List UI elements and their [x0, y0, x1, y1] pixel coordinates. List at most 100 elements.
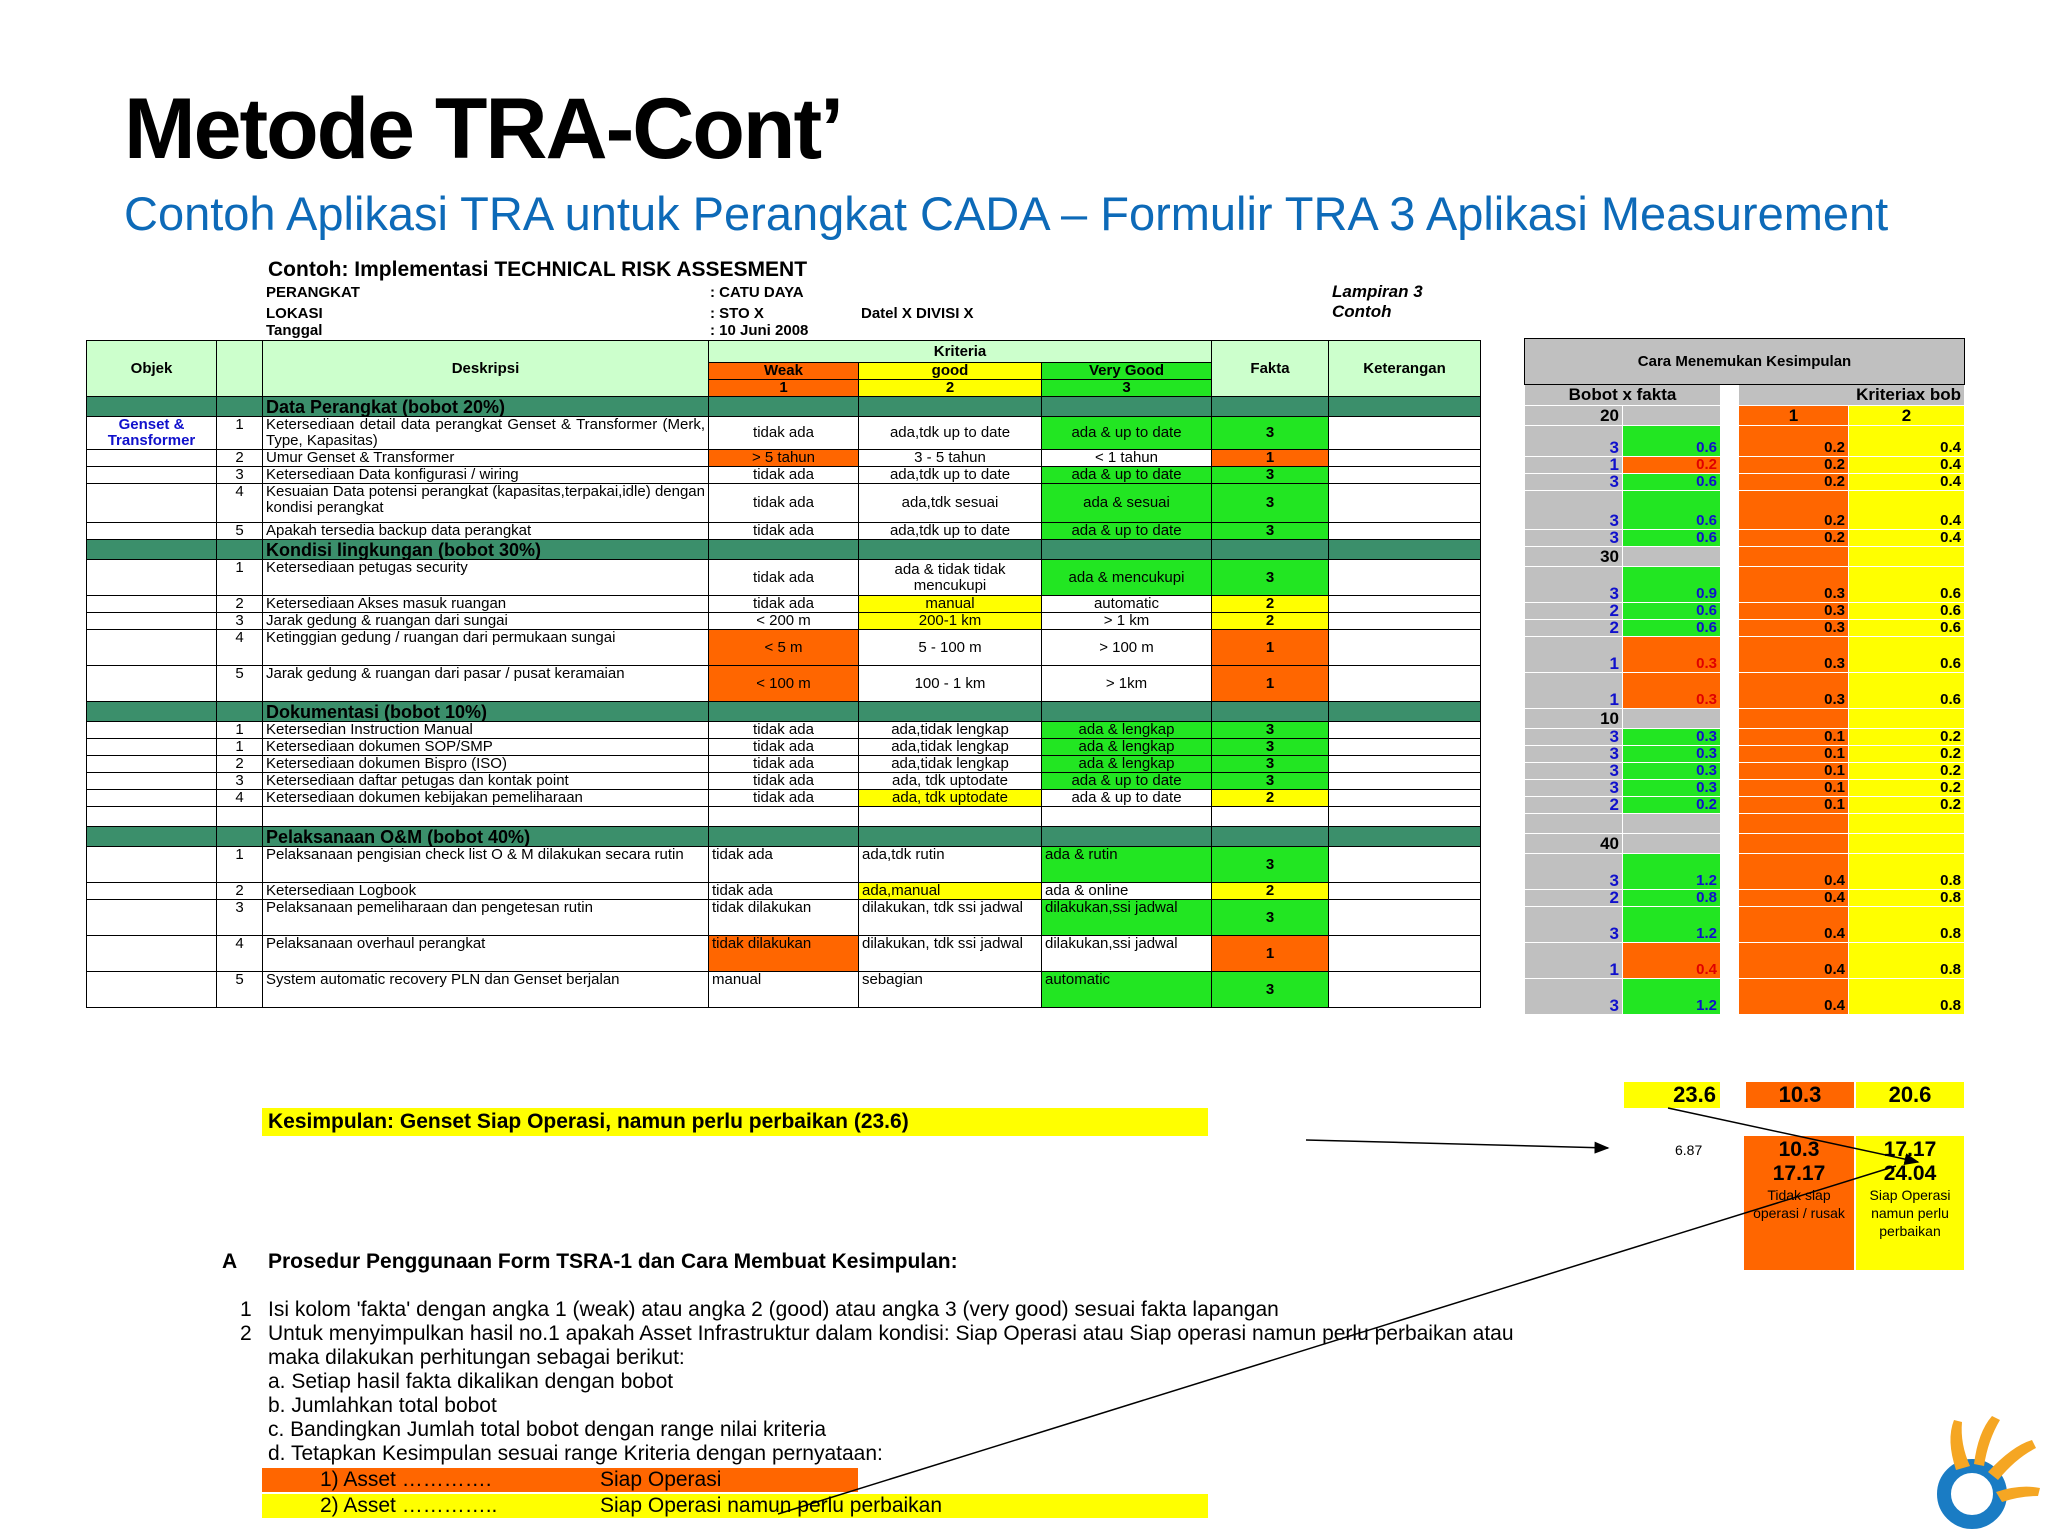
criteria-very-good: ada & lengkap: [1041, 721, 1212, 739]
section-title: Dokumentasi (bobot 10%): [262, 701, 709, 722]
criteria-weak: tidak ada: [708, 416, 859, 450]
table-row: 3 Jarak gedung & ruangan dari sungai < 200…: [86, 612, 1481, 630]
procedure-letter: A: [222, 1250, 238, 1273]
side-bobot-fakta: 0.3: [1622, 636, 1721, 673]
side-fakta: 3: [1524, 425, 1623, 457]
side-bobot-row: 20 1 2: [1524, 405, 1966, 426]
side-kriteria-2: 0.8: [1847, 906, 1966, 943]
criteria-weak: < 100 m: [708, 665, 859, 702]
row-description: Ketersediaan dokumen Bispro (ISO): [262, 755, 709, 773]
criteria-good: 100 - 1 km: [858, 665, 1042, 702]
side-kriteria-1: 0.3: [1738, 636, 1849, 673]
header-deskripsi: Deskripsi: [262, 340, 709, 397]
side-bobot: 30: [1524, 546, 1623, 567]
table-row: 5 Apakah tersedia backup data perangkat ti…: [86, 522, 1481, 540]
side-bobot-fakta: 0.6: [1622, 425, 1721, 457]
side-bobot-fakta: 0.3: [1622, 728, 1721, 746]
criteria-weak: tidak dilakukan: [708, 935, 859, 972]
table-row: 1 Ketersediaan dokumen SOP/SMP tidak ada ad…: [86, 738, 1481, 756]
side-kriteria-2: 0.6: [1847, 602, 1966, 620]
spacer-row: [86, 806, 1481, 827]
fakta-value: 1: [1211, 629, 1329, 666]
row-number: 4: [216, 935, 263, 972]
side-fakta: 1: [1524, 672, 1623, 709]
side-fakta: 3: [1524, 566, 1623, 603]
criteria-weak: tidak dilakukan: [708, 899, 859, 936]
range-low-value: 6.87: [1675, 1142, 1703, 1158]
side-kriteria-1: 0.1: [1738, 728, 1849, 746]
fakta-value: 2: [1211, 612, 1329, 630]
procedure-step-b: b. Jumlahkan total bobot: [268, 1394, 497, 1417]
table-row: 1 Ketersediaan petugas security tidak ada a…: [86, 559, 1481, 596]
side-kriteria-2: 0.6: [1847, 636, 1966, 673]
row-description: Ketersediaan detail data perangkat Gense…: [262, 416, 709, 450]
objek-value: Genset & Transformer: [86, 416, 217, 450]
procedure-step-a: a. Setiap hasil fakta dikalikan dengan b…: [268, 1370, 674, 1393]
row-description: Apakah tersedia backup data perangkat: [262, 522, 709, 540]
criteria-good: ada,tidak lengkap: [858, 755, 1042, 773]
keterangan-cell: [1328, 416, 1481, 450]
side-kriteria-2: 0.2: [1847, 779, 1966, 797]
side-fakta: 3: [1524, 745, 1623, 763]
keterangan-cell: [1328, 971, 1481, 1008]
document-title: Contoh: Implementasi TECHNICAL RISK ASSE…: [268, 258, 808, 281]
criteria-weak: tidak ada: [708, 483, 859, 523]
criteria-good: ada, tdk uptodate: [858, 789, 1042, 807]
row-description: Pelaksanaan overhaul perangkat: [262, 935, 709, 972]
table-row: Genset & Transformer 1 Ketersediaan detail…: [86, 416, 1481, 450]
section-objek-cell: [86, 539, 217, 560]
total-bobot: 23.6: [1624, 1082, 1720, 1108]
side-kriteria-2: 0.4: [1847, 425, 1966, 457]
row-number: 5: [216, 971, 263, 1008]
criteria-very-good: ada & mencukupi: [1041, 559, 1212, 596]
row-description: Ketinggian gedung / ruangan dari permuka…: [262, 629, 709, 666]
table-row: 3 Pelaksanaan pemeliharaan dan pengetesan…: [86, 899, 1481, 936]
section-row: Pelaksanaan O&M (bobot 40%): [86, 826, 1481, 847]
range-2-label: Siap Operasi namun perlu perbaikan: [1869, 1187, 1951, 1239]
section-fill-cell: [1211, 826, 1329, 847]
row-number: 1: [216, 559, 263, 596]
header-score-3: 3: [1041, 379, 1212, 397]
side-fakta: 2: [1524, 602, 1623, 620]
row-description: Pelaksanaan pemeliharaan dan pengetesan …: [262, 899, 709, 936]
side-row: 3 0.6 0.2 0.4: [1524, 529, 1966, 547]
total-kriteria-2: 20.6: [1856, 1082, 1964, 1108]
criteria-good: ada,tdk up to date: [858, 522, 1042, 540]
section-title: Data Perangkat (bobot 20%): [262, 396, 709, 417]
side-row: 3 0.9 0.3 0.6: [1524, 566, 1966, 603]
table-row: 2 Ketersediaan Akses masuk ruangan tidak a…: [86, 595, 1481, 613]
side-bobot-fakta: 1.2: [1622, 978, 1721, 1015]
criteria-good: 3 - 5 tahun: [858, 449, 1042, 467]
section-objek-cell: [86, 826, 217, 847]
header-good: good: [858, 362, 1042, 380]
keterangan-cell: [1328, 483, 1481, 523]
criteria-very-good: ada & rutin: [1041, 846, 1212, 883]
option-1-label: 1) Asset ………….: [320, 1468, 492, 1491]
side-bobot-fakta: 0.3: [1622, 745, 1721, 763]
side-k1: 1: [1738, 405, 1849, 426]
header-keterangan: Keterangan: [1328, 340, 1481, 397]
table-row: 3 Ketersediaan Data konfigurasi / wiring t…: [86, 466, 1481, 484]
criteria-weak: tidak ada: [708, 755, 859, 773]
criteria-weak: < 5 m: [708, 629, 859, 666]
lokasi-value: : STO X: [710, 305, 764, 322]
side-kriteria-1: 0.3: [1738, 602, 1849, 620]
table-row: 4 Ketersediaan dokumen kebijakan pemeliha…: [86, 789, 1481, 807]
side-k1: [1738, 833, 1849, 854]
side-row: 3 0.6 0.2 0.4: [1524, 490, 1966, 530]
criteria-good: ada,tdk up to date: [858, 416, 1042, 450]
side-bobot-fakta: 0.6: [1622, 619, 1721, 637]
side-spacer-cell: [1622, 813, 1721, 834]
range-1-box: 10.3 17.17 Tidak siap operasi / rusak: [1744, 1136, 1854, 1270]
side-kriteria-1: 0.4: [1738, 942, 1849, 979]
lampiran-label: Lampiran 3: [1332, 282, 1423, 301]
row-description: Jarak gedung & ruangan dari pasar / pusa…: [262, 665, 709, 702]
objek-cell: [86, 629, 217, 666]
section-fill-cell: [708, 539, 859, 560]
side-kriteria-2: 0.6: [1847, 619, 1966, 637]
criteria-weak: tidak ada: [708, 846, 859, 883]
row-description: Ketersediaan dokumen SOP/SMP: [262, 738, 709, 756]
fakta-value: 3: [1211, 559, 1329, 596]
section-fill-cell: [1211, 539, 1329, 560]
table-row: 4 Ketinggian gedung / ruangan dari permuk…: [86, 629, 1481, 666]
